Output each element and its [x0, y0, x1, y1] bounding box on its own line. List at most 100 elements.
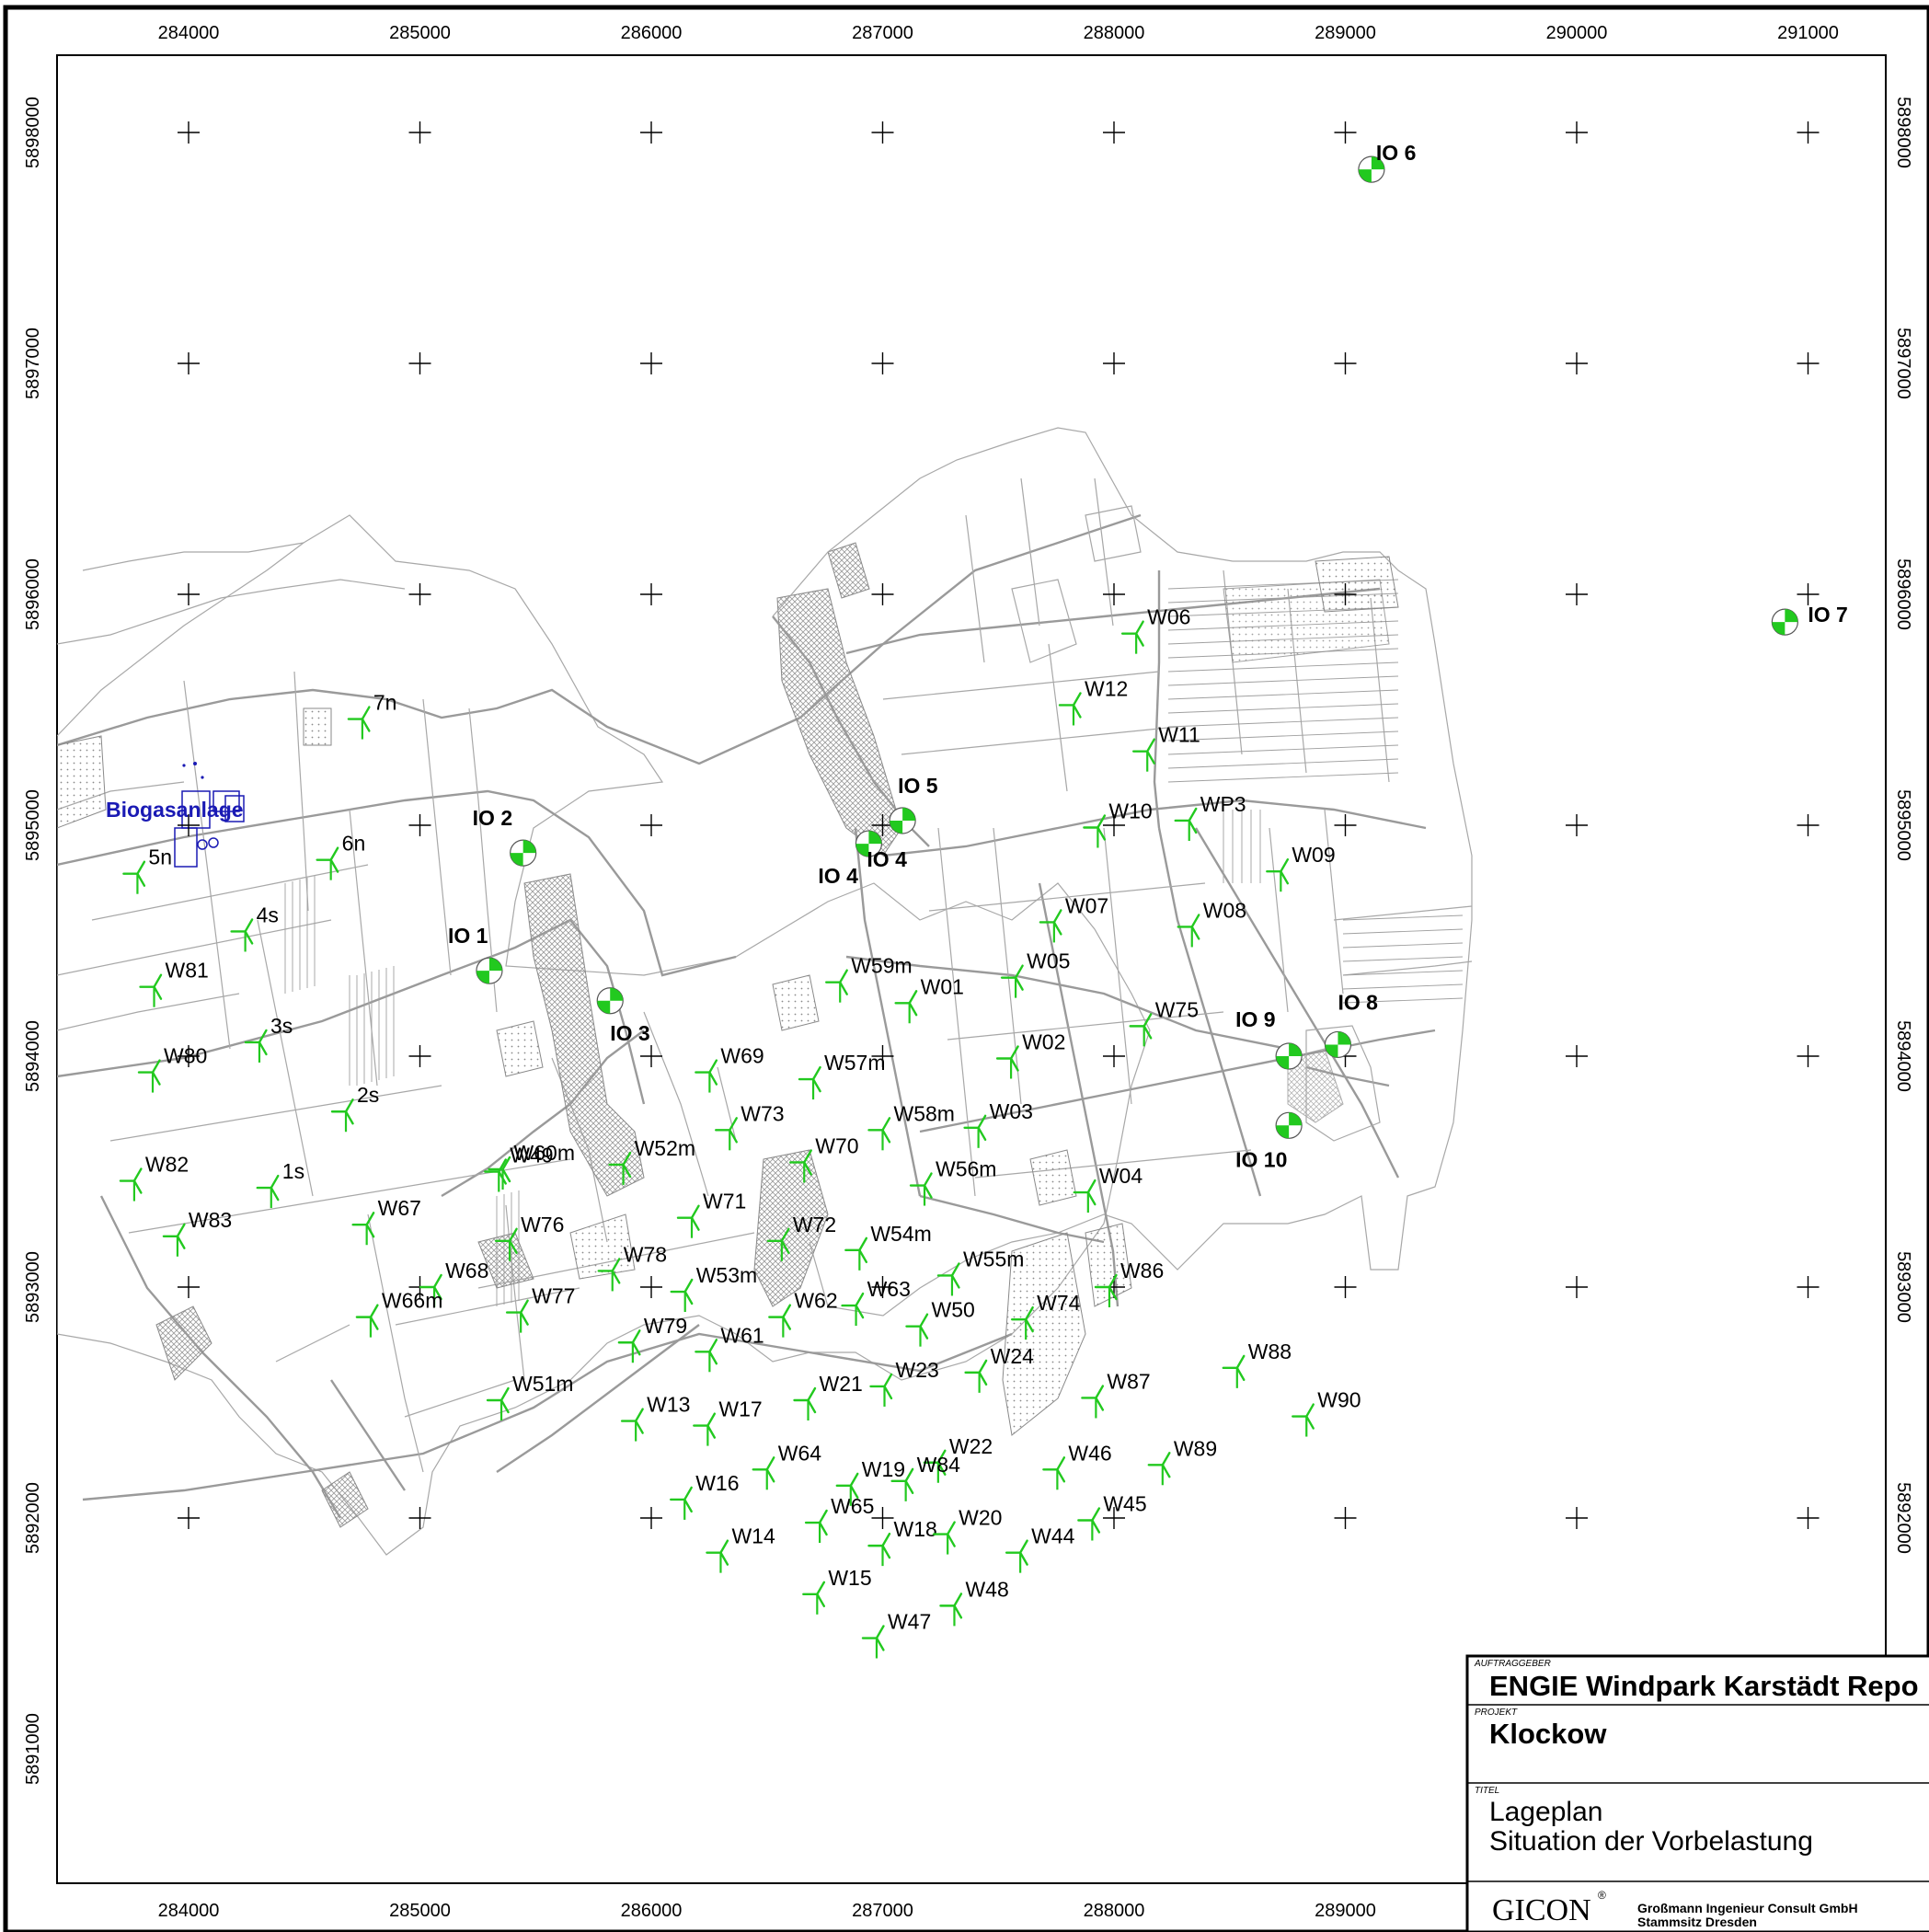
turbine-label: W65	[831, 1494, 874, 1518]
grid-cross	[178, 1045, 200, 1067]
turbine-label: W17	[718, 1397, 762, 1421]
grid-cross	[178, 1507, 200, 1529]
wind-turbine-w18: W18	[867, 1517, 937, 1567]
turbine-label: W12	[1085, 676, 1128, 700]
grid-cross	[408, 1045, 431, 1067]
grid-cross	[1334, 352, 1357, 374]
turbine-label: W66m	[382, 1289, 442, 1313]
turbine-label: W01	[921, 974, 964, 998]
northing-label-left: 5892000	[23, 1482, 43, 1554]
title-line-1: Lageplan	[1489, 1797, 1602, 1827]
wind-turbine-w75: W75	[1129, 997, 1199, 1047]
grid-cross	[1797, 352, 1820, 374]
grid-cross	[1566, 583, 1588, 605]
immission-points: IO 1 IO 2 IO 3 IO 4 IO 4 IO 5 IO 6 IO 7 IO 8 IO 9…	[448, 141, 1848, 1171]
wind-turbine-w68: W68	[419, 1259, 488, 1307]
wind-turbine-w05: W05	[1000, 949, 1070, 998]
turbine-label: W09	[1292, 843, 1335, 867]
grid-cross	[640, 1045, 662, 1067]
turbine-label: W44	[1031, 1524, 1075, 1548]
wind-turbine-w14: W14	[706, 1524, 775, 1573]
turbine-label: W15	[828, 1566, 871, 1590]
wind-turbine-w45: W45	[1077, 1492, 1147, 1541]
wind-turbine-w53m: W53m	[670, 1263, 757, 1313]
company-name: Großmann Ingenieur Consult GmbH	[1637, 1901, 1858, 1915]
turbine-label: W08	[1203, 898, 1246, 922]
immission-point-io-10: IO 10	[1235, 1111, 1303, 1171]
client-name: ENGIE Windpark Karstädt Repo	[1489, 1670, 1919, 1702]
immission-point-io-2: IO 2	[473, 806, 537, 867]
biogas-label: Biogasanlage	[106, 798, 244, 822]
wind-turbine-3s: 3s	[244, 1014, 293, 1063]
wind-turbine-w82: W82	[119, 1153, 189, 1202]
immission-point-label: IO 4	[818, 864, 858, 888]
wind-turbine-w74: W74	[1010, 1291, 1081, 1340]
turbine-label: W10	[1108, 799, 1152, 823]
immission-point-label: IO 4	[867, 847, 907, 871]
grid-cross	[1103, 814, 1125, 836]
grid-cross	[1797, 814, 1820, 836]
wind-turbine-w57m: W57m	[798, 1051, 886, 1100]
turbine-label: W57m	[824, 1051, 885, 1075]
northing-label-right: 5896000	[1893, 558, 1913, 630]
grid-cross	[178, 352, 200, 374]
turbine-label: W67	[378, 1196, 421, 1220]
turbine-label: W76	[521, 1213, 564, 1236]
wind-turbine-w89: W89	[1147, 1436, 1217, 1486]
wind-turbine-w23: W23	[869, 1358, 939, 1407]
turbine-label: W64	[778, 1441, 822, 1465]
wind-turbine-w01: W01	[894, 974, 964, 1024]
grid-cross	[640, 121, 662, 144]
turbine-label: 5n	[148, 845, 172, 869]
turbine-label: W84	[917, 1453, 961, 1477]
immission-point-io-7: IO 7	[1771, 603, 1848, 636]
turbine-label: 4s	[257, 903, 279, 926]
grid-cross	[178, 583, 200, 605]
turbine-label: W86	[1120, 1259, 1164, 1282]
easting-label-bottom: 289000	[1315, 1901, 1376, 1921]
wind-turbine-w22: W22	[923, 1434, 993, 1483]
turbine-label: W46	[1068, 1441, 1111, 1465]
grid-cross	[640, 814, 662, 836]
wind-turbine-w44: W44	[1005, 1524, 1075, 1573]
turbine-label: W49	[510, 1144, 553, 1167]
turbine-label: W50	[931, 1298, 974, 1322]
wind-turbine-w10: W10	[1083, 799, 1153, 848]
turbine-label: W14	[731, 1524, 775, 1548]
turbine-label: W88	[1248, 1340, 1292, 1363]
turbine-label: W19	[862, 1457, 905, 1481]
immission-point-label: IO 7	[1808, 603, 1847, 627]
wind-turbine-w09: W09	[1266, 843, 1336, 892]
grid-cross	[1103, 1507, 1125, 1529]
wind-turbine-5n: 5n	[122, 845, 172, 894]
turbine-label: W68	[445, 1259, 488, 1282]
northing-label-right: 5892000	[1893, 1482, 1913, 1554]
wind-turbine-w60m: W60m	[488, 1141, 575, 1190]
turbine-label: W07	[1065, 893, 1108, 917]
turbine-label: W62	[794, 1289, 837, 1313]
title-block: AUFTRAGGEBER ENGIE Windpark Karstädt Rep…	[1465, 1654, 1929, 1932]
turbine-label: W80	[164, 1044, 207, 1068]
grid-cross	[871, 352, 894, 374]
grid-cross	[408, 1507, 431, 1529]
wind-turbine-w64: W64	[752, 1441, 822, 1490]
wind-turbine-w70: W70	[789, 1133, 859, 1183]
grid-cross	[408, 814, 431, 836]
wind-turbine-w67: W67	[351, 1196, 421, 1246]
wind-turbine-w51m: W51m	[486, 1372, 573, 1420]
grid-cross	[1566, 1507, 1588, 1529]
immission-point-io-1: IO 1	[448, 924, 503, 984]
immission-point-io-8: IO 8	[1324, 990, 1378, 1059]
turbine-label: W54m	[870, 1222, 931, 1246]
turbine-label: W69	[720, 1044, 764, 1068]
wind-turbine-w04: W04	[1073, 1164, 1142, 1213]
wind-turbine-w59m: W59m	[825, 954, 913, 1003]
cadastral-parcels	[57, 427, 1473, 1556]
turbine-label: 1s	[282, 1159, 304, 1183]
wind-turbine-w21: W21	[793, 1372, 863, 1420]
northing-label-left: 5896000	[23, 558, 43, 630]
grid-cross	[640, 1276, 662, 1298]
grid-cross	[1566, 352, 1588, 374]
grid-cross	[178, 814, 200, 836]
